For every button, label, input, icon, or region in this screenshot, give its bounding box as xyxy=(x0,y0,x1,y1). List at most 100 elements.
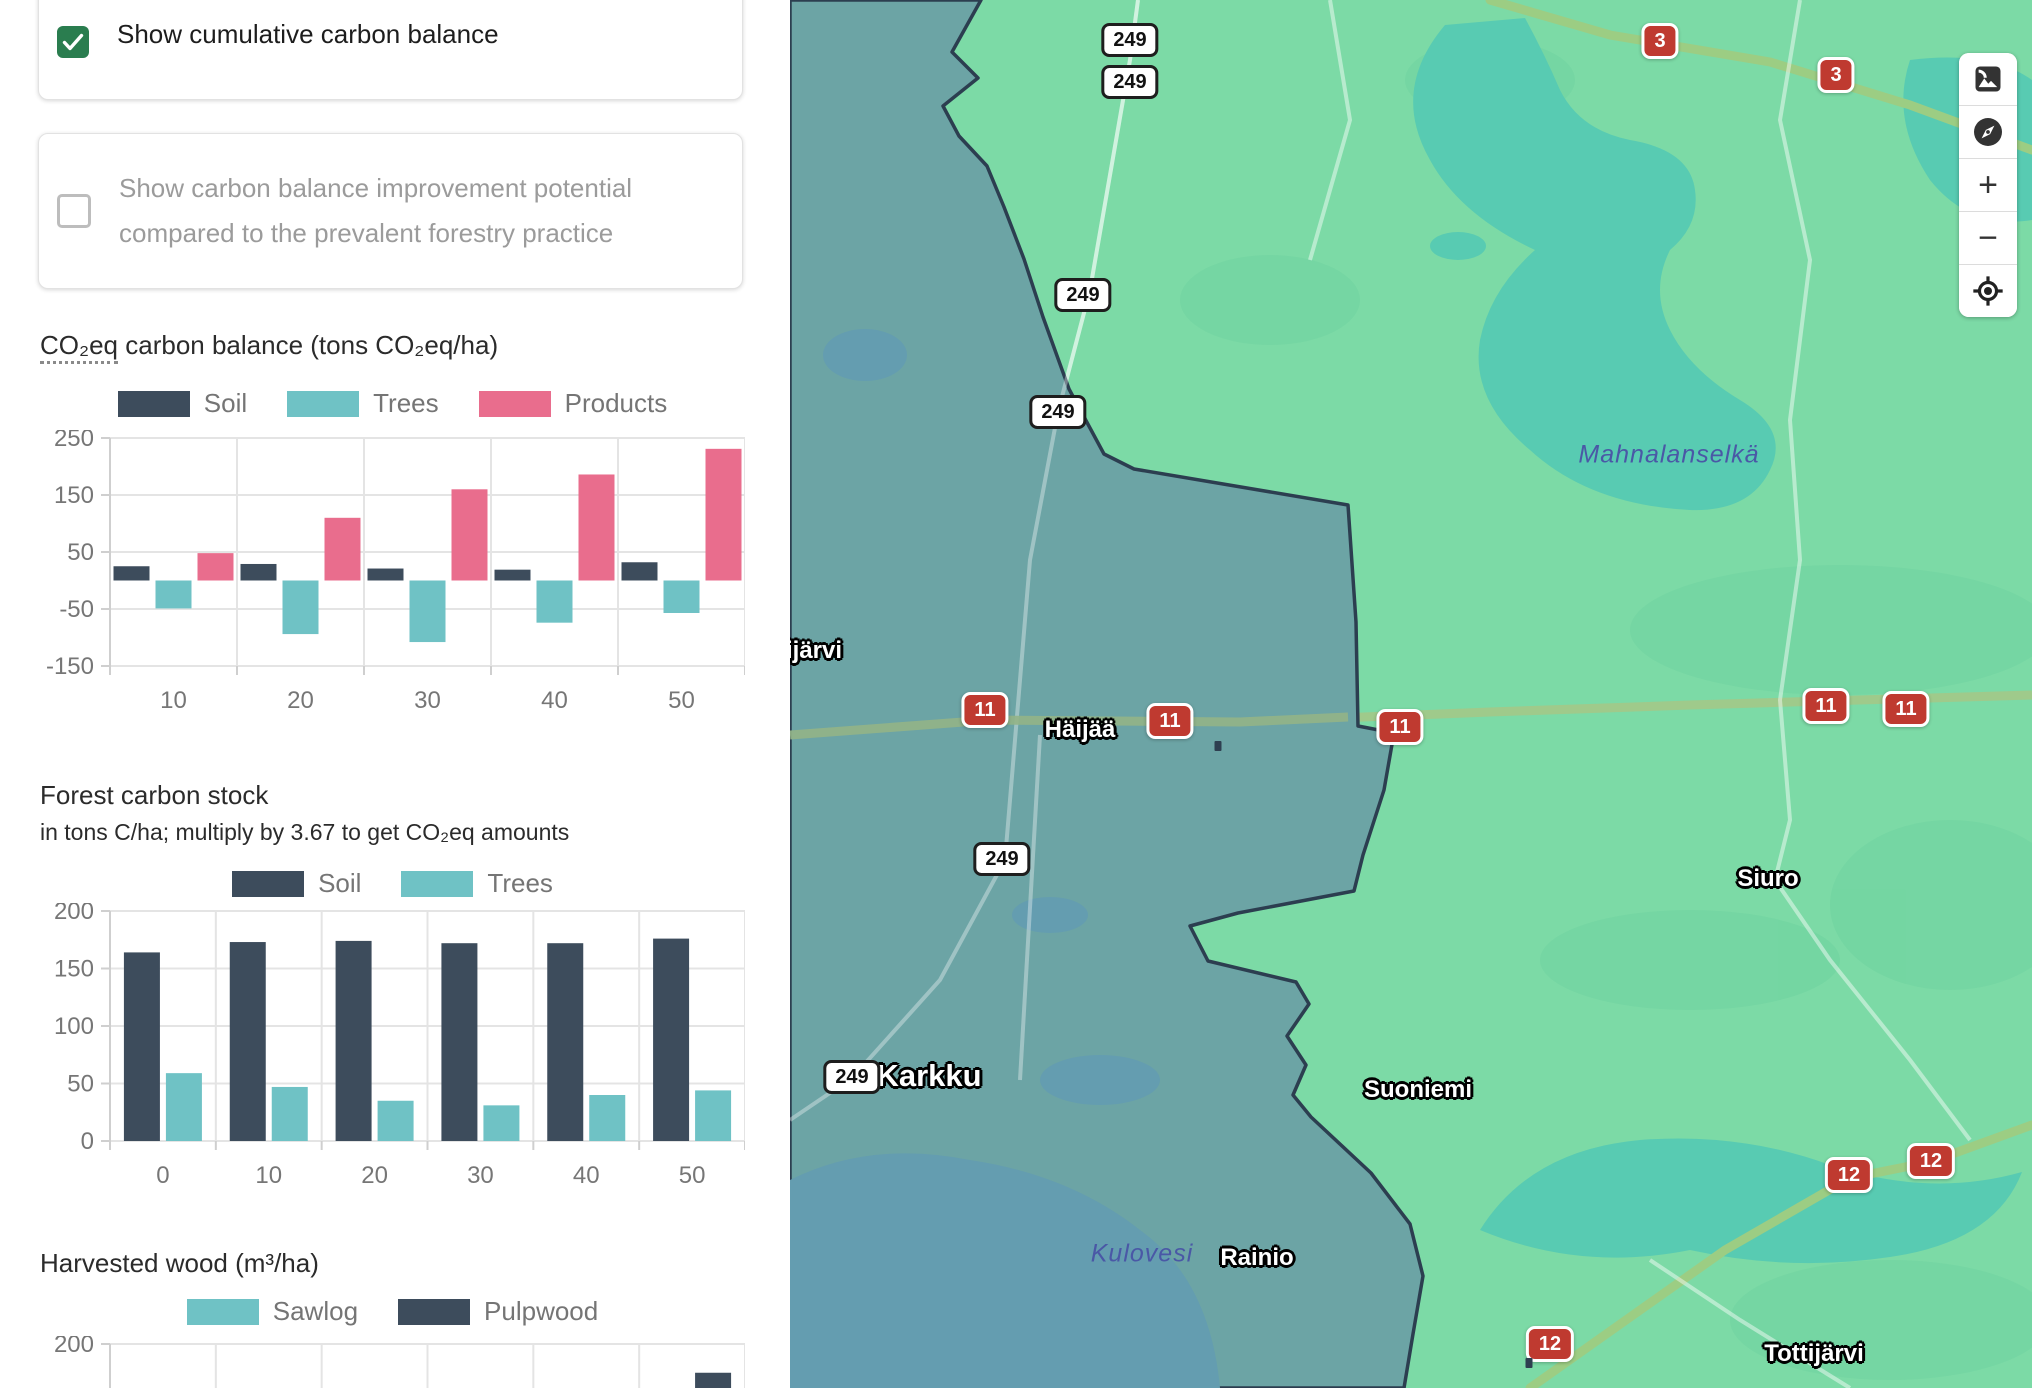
svg-text:0: 0 xyxy=(156,1162,169,1189)
road-badge: 249 xyxy=(973,842,1031,876)
legend-item: Soil xyxy=(232,868,361,899)
cumulative-balance-card[interactable]: Show cumulative carbon balance xyxy=(38,0,743,100)
svg-text:-50: -50 xyxy=(59,596,94,623)
legend-swatch xyxy=(478,390,551,417)
background-toggle-button[interactable] xyxy=(1959,53,2017,106)
bar-trees xyxy=(589,1095,626,1141)
road-badge: 249 xyxy=(1029,395,1087,429)
co2eq-term: CO₂eq xyxy=(40,330,119,364)
compass-icon xyxy=(1974,118,2002,146)
legend-label: Soil xyxy=(318,868,362,898)
carbon-balance-title-rest: carbon balance (tons CO₂eq/ha) xyxy=(118,330,499,360)
highway-badge: 11 xyxy=(1802,688,1850,724)
road-badge: 249 xyxy=(823,1060,881,1094)
bar-products xyxy=(324,517,361,581)
bar-products xyxy=(578,474,615,581)
road-badge: 249 xyxy=(1054,278,1112,312)
zoom-out-button[interactable]: − xyxy=(1959,212,2017,265)
svg-text:50: 50 xyxy=(668,687,695,714)
bar-soil xyxy=(367,568,404,581)
map[interactable]: Mahnalanselkä Kulovesi Häijää Siuro Karkku Su… xyxy=(790,0,2032,1388)
sidebar-panel: Show cumulative carbon balance Show carb… xyxy=(0,0,790,1388)
bar-products xyxy=(705,448,742,581)
carbon-balance-chart-title: CO₂eq carbon balance (tons CO₂eq/ha) xyxy=(40,330,745,364)
harvested-wood-legend: Sawlog Pulpwood xyxy=(40,1296,745,1327)
bar-trees xyxy=(483,1105,520,1141)
highway-badge: 12 xyxy=(1525,1326,1575,1362)
image-icon xyxy=(1975,66,2001,92)
legend-swatch xyxy=(287,390,360,417)
svg-text:10: 10 xyxy=(255,1162,282,1189)
highway-badge: 11 xyxy=(1146,703,1194,739)
checkmark-icon xyxy=(62,33,84,51)
svg-text:0: 0 xyxy=(81,1128,94,1155)
bar-soil xyxy=(229,942,266,1141)
bar-pulpwood xyxy=(695,1372,732,1388)
bar-trees xyxy=(282,580,319,635)
bar-soil xyxy=(123,952,160,1141)
road-badge: 249 xyxy=(1101,65,1159,99)
harvested-wood-chart-section: Harvested wood (m³/ha) Sawlog Pulpwood 20… xyxy=(40,1248,746,1388)
improvement-potential-label: Show carbon balance improvement potentia… xyxy=(119,172,633,249)
bar-trees xyxy=(663,580,700,613)
legend-item: Trees xyxy=(401,868,553,899)
bar-trees xyxy=(165,1073,202,1141)
svg-text:50: 50 xyxy=(67,1071,94,1098)
minus-icon: − xyxy=(1978,219,1998,257)
highway-badge: 11 xyxy=(1882,691,1930,727)
town-label: Karkku xyxy=(876,1058,982,1093)
map-canvas xyxy=(790,0,2032,1388)
road-11-inside xyxy=(790,712,1349,740)
town-label: Suoniemi xyxy=(1363,1076,1473,1103)
water-label: Mahnalanselkä xyxy=(1578,440,1760,469)
bar-soil xyxy=(113,566,150,581)
svg-text:50: 50 xyxy=(67,539,94,566)
carbon-stock-chart: 200 150 100 50 0 0 10 20 30 40 50 xyxy=(40,898,746,1198)
svg-text:150: 150 xyxy=(54,482,94,509)
harvested-wood-chart-title: Harvested wood (m³/ha) xyxy=(40,1248,319,1278)
locate-button[interactable] xyxy=(1959,265,2017,317)
svg-text:100: 100 xyxy=(54,1013,94,1040)
town-label: Siuro xyxy=(1737,865,1799,892)
bar-trees xyxy=(155,580,192,609)
svg-text:40: 40 xyxy=(541,687,568,714)
svg-text:200: 200 xyxy=(54,1336,94,1358)
locate-icon xyxy=(1973,276,2003,306)
legend-label: Trees xyxy=(487,868,553,898)
improvement-potential-checkbox[interactable] xyxy=(57,194,91,228)
svg-text:50: 50 xyxy=(679,1162,706,1189)
bar-soil xyxy=(621,562,658,581)
svg-text:250: 250 xyxy=(54,430,94,452)
bar-trees xyxy=(695,1090,732,1141)
town-label: Rainio xyxy=(1220,1244,1294,1271)
minor-roads-inside xyxy=(790,0,1140,1122)
carbon-stock-chart-title: Forest carbon stock xyxy=(40,780,269,810)
legend-label: Soil xyxy=(203,388,248,418)
town-label: ijärvi xyxy=(790,637,843,664)
improvement-potential-card[interactable]: Show carbon balance improvement potentia… xyxy=(38,133,743,289)
bar-trees xyxy=(377,1100,414,1141)
legend-label: Trees xyxy=(373,388,439,418)
zoom-in-button[interactable]: + xyxy=(1959,159,2017,212)
legend-item: Pulpwood xyxy=(398,1296,598,1327)
plus-icon: + xyxy=(1978,166,1998,204)
legend-swatch xyxy=(186,1298,259,1325)
svg-text:-150: -150 xyxy=(46,653,94,680)
bar-soil xyxy=(494,569,531,581)
cumulative-balance-label: Show cumulative carbon balance xyxy=(117,19,499,50)
poi-marker xyxy=(1214,741,1222,751)
legend-label: Products xyxy=(564,388,668,418)
compass-button[interactable] xyxy=(1959,106,2017,159)
legend-swatch xyxy=(117,390,190,417)
bar-soil xyxy=(547,943,584,1141)
svg-text:20: 20 xyxy=(361,1162,388,1189)
legend-item: Trees xyxy=(287,388,439,419)
cumulative-balance-checkbox[interactable] xyxy=(57,26,89,58)
bar-products xyxy=(451,489,488,581)
svg-text:30: 30 xyxy=(467,1162,494,1189)
svg-text:200: 200 xyxy=(54,903,94,925)
carbon-balance-chart: 250 150 50 -50 -150 10 20 30 40 50 xyxy=(40,425,746,723)
legend-swatch xyxy=(401,870,474,897)
map-controls: + − xyxy=(1959,53,2017,317)
selected-municipality-polygon[interactable] xyxy=(790,0,1425,1388)
